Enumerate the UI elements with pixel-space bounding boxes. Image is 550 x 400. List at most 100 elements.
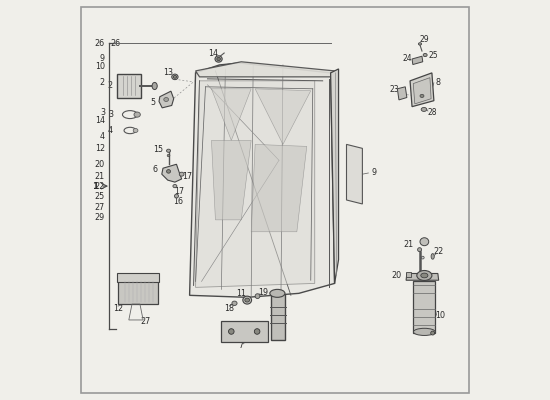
Ellipse shape	[421, 108, 427, 112]
Ellipse shape	[255, 294, 260, 298]
Polygon shape	[346, 144, 362, 204]
Ellipse shape	[167, 149, 170, 152]
Ellipse shape	[245, 298, 250, 302]
Ellipse shape	[420, 238, 429, 246]
Ellipse shape	[229, 329, 234, 334]
Text: 2: 2	[108, 82, 113, 90]
Polygon shape	[190, 63, 334, 297]
Text: 7: 7	[239, 341, 244, 350]
Polygon shape	[397, 87, 407, 100]
Ellipse shape	[173, 76, 177, 78]
Ellipse shape	[232, 301, 237, 306]
Text: 13: 13	[163, 68, 174, 77]
Text: 27: 27	[141, 317, 151, 326]
Text: 3: 3	[100, 108, 105, 117]
Ellipse shape	[417, 248, 421, 252]
FancyBboxPatch shape	[271, 294, 284, 340]
Text: 9: 9	[372, 168, 377, 178]
Ellipse shape	[423, 54, 427, 57]
Ellipse shape	[152, 82, 157, 90]
Text: 14: 14	[208, 48, 218, 58]
FancyBboxPatch shape	[406, 272, 411, 278]
Text: 4: 4	[100, 132, 105, 141]
Polygon shape	[331, 69, 339, 284]
Text: 12: 12	[95, 144, 105, 153]
Text: 24: 24	[403, 54, 412, 64]
Text: 18: 18	[224, 304, 234, 312]
Text: 29: 29	[95, 213, 105, 222]
Ellipse shape	[167, 154, 170, 157]
FancyBboxPatch shape	[118, 279, 158, 304]
FancyBboxPatch shape	[221, 321, 268, 342]
Polygon shape	[406, 274, 439, 280]
Ellipse shape	[173, 184, 177, 188]
FancyBboxPatch shape	[117, 74, 141, 98]
Text: 21: 21	[403, 240, 413, 249]
Text: 11: 11	[236, 289, 246, 298]
Ellipse shape	[419, 43, 422, 45]
Text: 25: 25	[95, 192, 105, 200]
Text: 27: 27	[95, 204, 105, 212]
Text: 17: 17	[174, 187, 185, 196]
Text: 6: 6	[153, 164, 158, 174]
Ellipse shape	[431, 254, 434, 259]
Text: 21: 21	[95, 172, 105, 181]
Text: 16: 16	[173, 197, 183, 206]
Text: 29: 29	[419, 36, 429, 44]
Ellipse shape	[172, 74, 178, 80]
Text: 20: 20	[95, 160, 105, 169]
Ellipse shape	[133, 128, 138, 132]
Polygon shape	[211, 140, 251, 220]
Ellipse shape	[431, 331, 435, 335]
Ellipse shape	[420, 94, 424, 98]
Polygon shape	[159, 91, 174, 108]
FancyBboxPatch shape	[117, 273, 160, 282]
Ellipse shape	[421, 273, 428, 278]
Ellipse shape	[270, 289, 285, 297]
Polygon shape	[162, 164, 182, 182]
Ellipse shape	[243, 296, 251, 304]
Polygon shape	[255, 89, 311, 144]
Ellipse shape	[167, 170, 170, 173]
Text: 9: 9	[100, 54, 105, 64]
Ellipse shape	[217, 57, 221, 60]
Ellipse shape	[215, 56, 222, 62]
Polygon shape	[412, 56, 423, 64]
Text: 15: 15	[153, 145, 163, 154]
Ellipse shape	[164, 98, 168, 102]
Text: 5: 5	[151, 98, 156, 107]
Polygon shape	[196, 81, 315, 287]
Ellipse shape	[417, 270, 432, 280]
Text: 20: 20	[391, 271, 401, 280]
Text: 4: 4	[108, 126, 113, 135]
Text: 22: 22	[433, 247, 444, 256]
Text: 14: 14	[95, 116, 105, 125]
Polygon shape	[251, 144, 307, 232]
Text: 3: 3	[108, 110, 113, 119]
Ellipse shape	[134, 112, 140, 117]
Text: 1: 1	[92, 182, 98, 190]
Text: 22: 22	[95, 182, 105, 190]
Text: 19: 19	[258, 288, 268, 297]
Ellipse shape	[414, 328, 435, 336]
Polygon shape	[410, 73, 434, 107]
Text: 17: 17	[183, 172, 192, 182]
Polygon shape	[196, 62, 334, 77]
Text: 26: 26	[95, 38, 105, 48]
Ellipse shape	[421, 256, 424, 259]
Ellipse shape	[174, 194, 179, 198]
Polygon shape	[413, 78, 431, 104]
Text: 25: 25	[428, 50, 438, 60]
Text: 12: 12	[113, 304, 123, 312]
Text: 10: 10	[436, 311, 446, 320]
Text: 28: 28	[428, 108, 437, 117]
Ellipse shape	[179, 172, 184, 176]
Text: 8: 8	[436, 78, 441, 87]
Text: 23: 23	[389, 85, 399, 94]
Polygon shape	[211, 89, 251, 140]
FancyBboxPatch shape	[413, 282, 435, 333]
Ellipse shape	[254, 329, 260, 334]
Text: 2: 2	[100, 78, 105, 87]
Text: 26: 26	[110, 38, 120, 48]
Text: 10: 10	[95, 62, 105, 72]
